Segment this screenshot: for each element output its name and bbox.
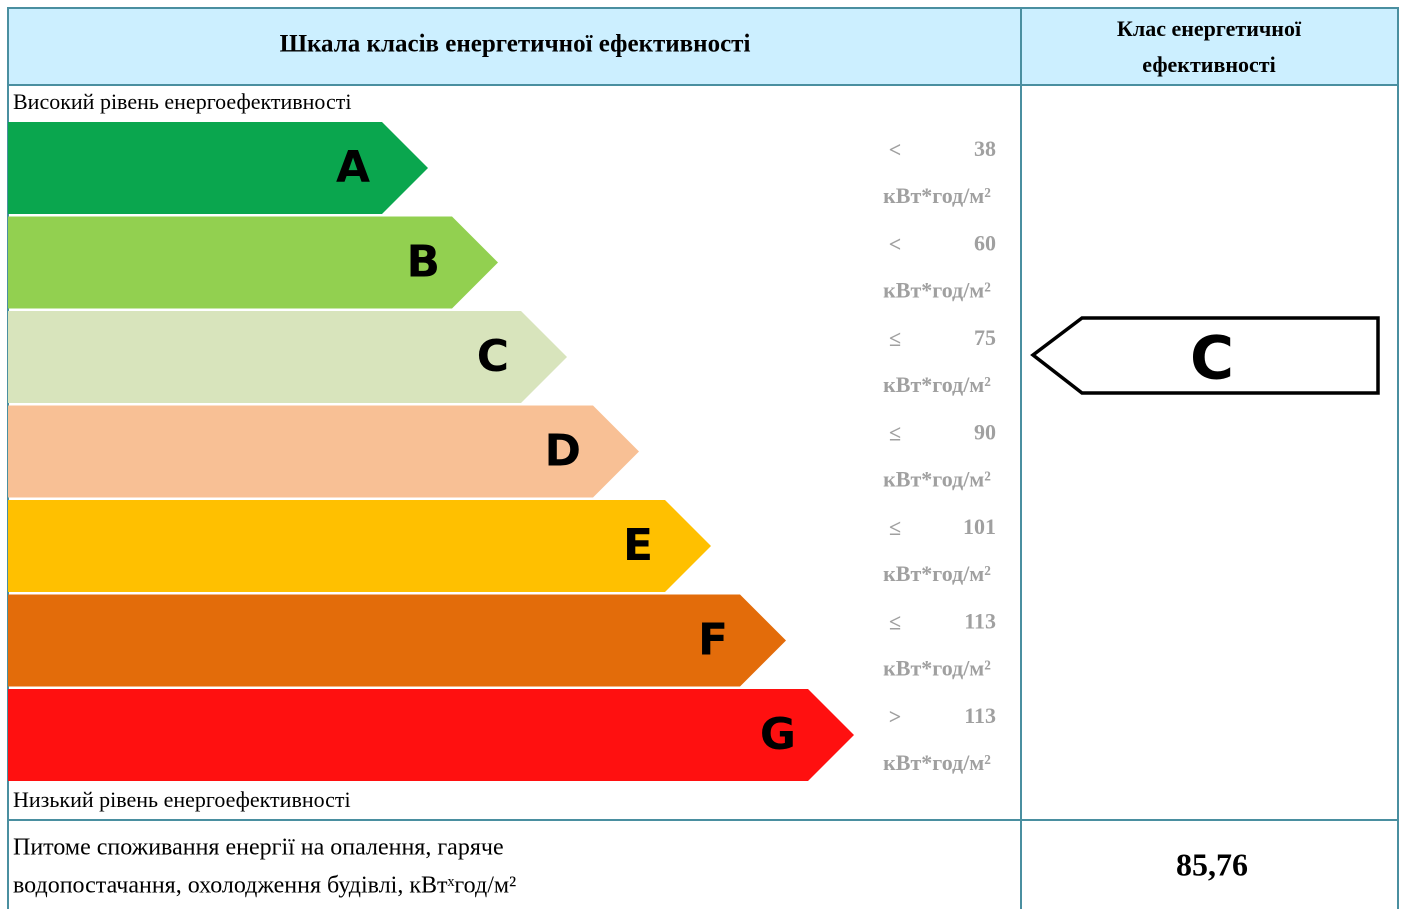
threshold-unit: кВт*год/м² (883, 750, 991, 775)
threshold-value: 60 (974, 231, 996, 256)
footer-label: Питоме споживання енергії на опалення, г… (13, 835, 504, 861)
header-bg (8, 8, 1398, 85)
threshold-sign: < (889, 137, 902, 162)
threshold-unit: кВт*год/м² (883, 372, 991, 397)
threshold-value: 90 (974, 420, 996, 445)
threshold-sign: ≤ (889, 421, 901, 446)
class-arrow (8, 122, 428, 214)
class-arrow (8, 216, 498, 309)
threshold-value: 113 (964, 609, 996, 634)
class-letter: C (477, 331, 509, 382)
class-letter: E (623, 520, 653, 571)
threshold-sign: < (889, 232, 902, 257)
threshold-sign: ≤ (889, 515, 901, 540)
high-label: Високий рівень енергоефективності (13, 89, 351, 114)
class-arrow (8, 689, 854, 781)
header-title: Шкала класів енергетичної ефективності (280, 31, 751, 58)
low-label: Низький рівень енергоефективності (13, 787, 351, 812)
threshold-unit: кВт*год/м² (883, 561, 991, 586)
class-arrow (8, 311, 567, 403)
footer-label: водопостачання, охолодження будівлі, кВт… (13, 873, 516, 899)
threshold-unit: кВт*год/м² (883, 467, 991, 492)
threshold-value: 75 (974, 325, 996, 350)
class-letter: D (544, 426, 581, 477)
header-class-title: ефективності (1142, 52, 1275, 77)
threshold-unit: кВт*год/м² (883, 656, 991, 681)
class-arrow (8, 405, 639, 498)
threshold-unit: кВт*год/м² (883, 278, 991, 303)
threshold-sign: > (889, 704, 902, 729)
class-arrow (8, 594, 786, 687)
class-letter: B (406, 237, 440, 288)
threshold-unit: кВт*год/м² (883, 183, 991, 208)
threshold-value: 113 (964, 703, 996, 728)
header-class-title: Клас енергетичної (1117, 16, 1302, 41)
result-class: C (1190, 324, 1234, 394)
class-letter: F (698, 615, 728, 666)
class-letter: G (760, 709, 796, 760)
footer-value: 85,76 (1176, 846, 1248, 882)
threshold-sign: ≤ (889, 326, 901, 351)
class-arrow (8, 500, 711, 592)
threshold-sign: ≤ (889, 610, 901, 635)
threshold-value: 38 (974, 136, 996, 161)
result-arrow (1030, 316, 1380, 395)
class-letter: A (336, 142, 370, 193)
threshold-value: 101 (963, 514, 996, 539)
